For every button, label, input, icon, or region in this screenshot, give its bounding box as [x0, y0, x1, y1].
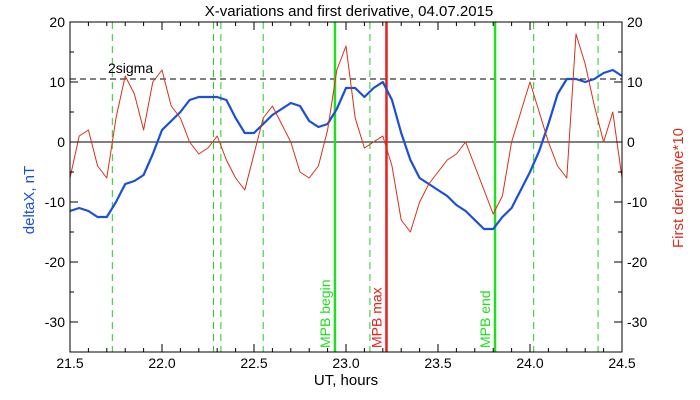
sigma-label: 2sigma — [108, 60, 153, 76]
mpb-max-label: MPB max — [368, 287, 384, 348]
y-tick-label-right-5: 20 — [627, 14, 643, 30]
y-axis-label-right: First derivative*10 — [670, 128, 687, 248]
y-tick-label-right-1: -20 — [627, 254, 647, 270]
y-tick-label-right-2: -10 — [627, 194, 647, 210]
x-tick-label-0: 21.5 — [56, 355, 83, 371]
x-tick-label-2: 22.5 — [240, 355, 267, 371]
y-tick-label-left-5: 20 — [49, 14, 65, 30]
y-tick-label-right-3: 0 — [627, 134, 635, 150]
y-axis-label-left: deltaX, nT — [21, 166, 38, 234]
mpb-begin-label: MPB begin — [317, 280, 333, 348]
x-tick-label-4: 23.5 — [424, 355, 451, 371]
series-line-0 — [69, 68, 623, 231]
x-tick-label-5: 24.0 — [516, 355, 543, 371]
y-tick-label-left-0: -30 — [45, 314, 65, 330]
y-tick-label-left-1: -20 — [45, 254, 65, 270]
mpb-end-label: MPB end — [477, 290, 493, 348]
y-tick-label-left-3: 0 — [57, 134, 65, 150]
series-line-1 — [69, 33, 623, 233]
chart-title: X-variations and first derivative, 04.07… — [205, 3, 494, 20]
x-tick-label-6: 24.5 — [608, 355, 635, 371]
y-tick-label-left-2: -10 — [45, 194, 65, 210]
x-tick-label-3: 23.0 — [332, 355, 359, 371]
x-tick-label-1: 22.0 — [148, 355, 175, 371]
x-axis-label: UT, hours — [314, 372, 378, 389]
axis-ticks: 21.5 22.0 22.5 23.0 23.5 24.0 24.5 -30 -30 -20 -20… — [45, 14, 648, 371]
plot-area — [70, 78, 622, 143]
y-tick-label-right-4: 10 — [627, 74, 643, 90]
y-tick-label-left-4: 10 — [49, 74, 65, 90]
vertical-markers: MPB begin MPB max MPB end — [111, 22, 599, 352]
y-tick-label-right-0: -30 — [627, 314, 647, 330]
series-lines — [69, 33, 623, 233]
